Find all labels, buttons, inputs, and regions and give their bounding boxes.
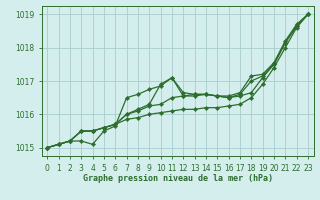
X-axis label: Graphe pression niveau de la mer (hPa): Graphe pression niveau de la mer (hPa) [83, 174, 273, 183]
